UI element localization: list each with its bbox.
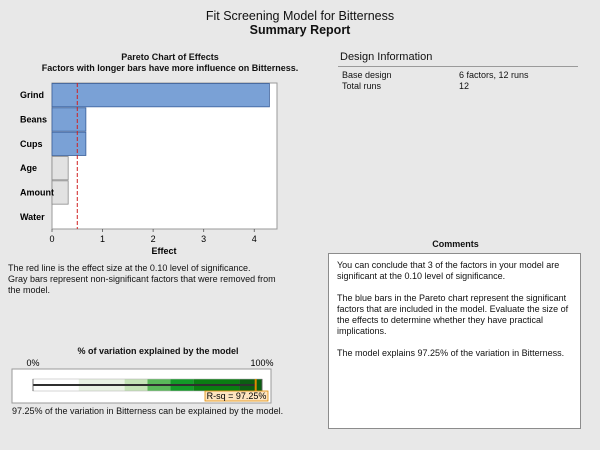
pareto-chart-subtitle: Factors with longer bars have more influ… [41,63,299,73]
rsq-min-label: 0% [26,358,39,368]
pareto-chart: Grind Beans Cups Age Amount Water 0 1 2 3 4 Effec… [20,82,278,256]
pareto-note-line: the model. [8,285,51,295]
design-info-title: Design Information [340,51,433,63]
rsq-chart-title: % of variation explained by the model [77,346,239,356]
rsq-chart: 0% 100% R-sq = 97.25% [11,358,274,404]
pareto-bar-age [51,156,69,181]
pareto-note-line: Gray bars represent non-significant fact… [8,274,276,284]
comments-title: Comments [432,239,479,249]
pareto-bar-amount [51,180,69,205]
pareto-category-label: Age [20,163,37,173]
pareto-category-label: Grind [20,90,44,100]
design-row-label: Base design [342,70,392,80]
report-title: Fit Screening Model for Bitterness [205,9,395,23]
design-info-divider [338,66,578,67]
pareto-plot-area [51,82,278,230]
pareto-chart-title: Pareto Chart of Effects [121,52,219,62]
design-row-value: 12 [459,81,470,91]
design-row-value: 6 factors, 12 runs [459,70,529,80]
pareto-category-label: Cups [20,139,43,149]
pareto-category-label: Water [20,212,45,222]
comment-paragraph: The blue bars in the Pareto chart repres… [337,293,569,336]
pareto-x-tick-label: 2 [151,234,156,244]
pareto-note: The red line is the effect size at the 0… [8,263,308,296]
rsq-value-label-box [204,390,269,402]
comment-paragraph: You can conclude that 3 of the factors i… [337,260,560,281]
pareto-x-tick-label: 0 [49,234,54,244]
pareto-bar-cups [51,131,87,156]
rsq-max-label: 100% [250,358,273,368]
pareto-note-line: The red line is the effect size at the 0… [8,263,251,273]
rsq-note: 97.25% of the variation in Bitterness ca… [12,406,284,416]
pareto-x-tick-label: 4 [252,234,257,244]
pareto-x-tick-label: 3 [201,234,206,244]
comment-paragraph: The model explains 97.25% of the variati… [337,348,565,358]
rsq-value-label: R-sq = 97.25% [207,391,267,401]
pareto-bar-grind [51,83,270,108]
pareto-x-tick-label: 1 [100,234,105,244]
pareto-category-label: Beans [20,115,47,125]
rsq-value-bar [33,384,256,386]
comments-box: You can conclude that 3 of the factors i… [328,253,581,429]
pareto-bar-beans [51,107,87,132]
pareto-x-axis-label: Effect [151,246,176,256]
report-subtitle: Summary Report [249,23,351,37]
design-row-label: Total runs [342,81,382,91]
pareto-category-label: Amount [20,188,54,198]
